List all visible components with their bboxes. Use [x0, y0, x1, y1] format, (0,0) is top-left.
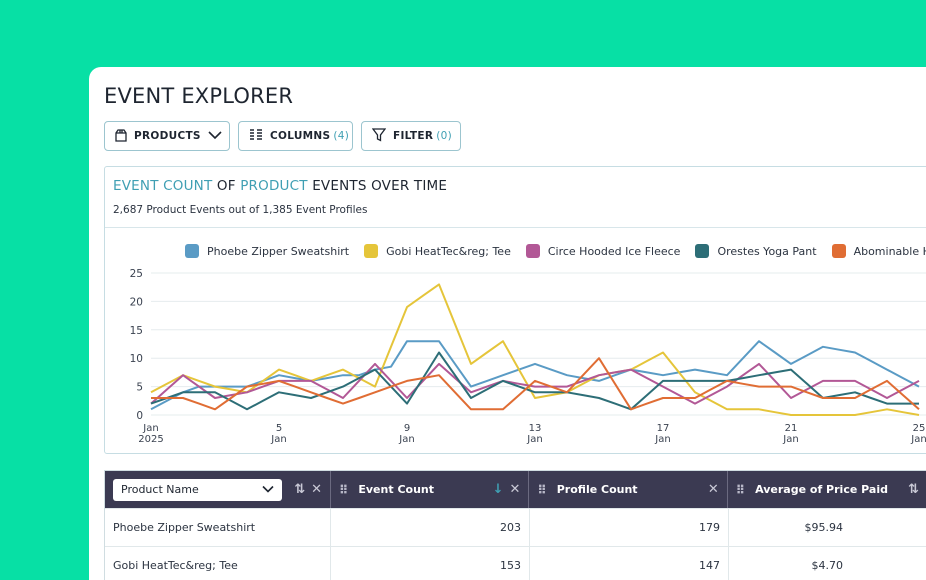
y-tick-label: 10: [130, 353, 143, 365]
chart-title-metric: EVENT COUNT: [113, 178, 213, 194]
event-explorer-panel: EVENT EXPLORER PRODUCTS COLUMNS (4) FILT…: [89, 67, 926, 580]
filter-label: FILTER: [393, 130, 434, 142]
column-avg-price: ⠿ Average of Price Paid ⇅ ✕: [728, 471, 926, 508]
x-tick-label: 13: [529, 423, 542, 434]
chart-card: EVENT COUNT OF PRODUCT EVENTS OVER TIME …: [104, 166, 926, 454]
event-count-header: Event Count: [358, 483, 434, 496]
y-tick-label: 20: [130, 296, 143, 308]
columns-count: (4): [333, 130, 350, 142]
columns-label: COLUMNS: [270, 130, 331, 142]
products-button[interactable]: PRODUCTS: [104, 121, 230, 151]
x-tick-label: Jan: [526, 434, 542, 445]
close-icon[interactable]: ✕: [707, 482, 719, 497]
profile-count-cell: 147: [530, 547, 729, 580]
x-tick-label: Jan: [142, 423, 158, 434]
chevron-down-icon: [262, 483, 274, 496]
close-icon[interactable]: ✕: [311, 482, 322, 497]
drag-handle-icon[interactable]: ⠿: [537, 482, 546, 497]
legend-item[interactable]: Orestes Yoga Pant: [695, 244, 817, 258]
avg-price-cell: $4.70: [811, 559, 844, 572]
y-tick-label: 15: [130, 325, 143, 337]
legend-swatch: [185, 244, 199, 258]
x-tick-label: Jan: [910, 434, 926, 445]
legend-label: Abominable Hoodie: [853, 244, 926, 258]
x-tick-label: 5: [276, 423, 282, 434]
page-title: EVENT EXPLORER: [104, 84, 294, 108]
sort-descending-icon[interactable]: ↓: [492, 482, 504, 497]
column-event-count: ⠿ Event Count ↓ ✕: [331, 471, 530, 508]
legend-item[interactable]: Phoebe Zipper Sweatshirt: [185, 244, 349, 258]
legend-label: Orestes Yoga Pant: [717, 244, 817, 258]
profile-count-header: Profile Count: [556, 483, 638, 496]
x-tick-label: 25: [913, 423, 926, 434]
legend-item[interactable]: Circe Hooded Ice Fleece: [525, 244, 681, 258]
line-chart: 2520151050Jan20255Jan9Jan13Jan17Jan21Jan…: [130, 268, 926, 445]
series-line: [150, 283, 920, 416]
product-name-cell: Phoebe Zipper Sweatshirt: [105, 509, 331, 546]
y-tick-label: 25: [130, 268, 143, 280]
x-tick-label: Jan: [782, 434, 798, 445]
close-icon[interactable]: ✕: [925, 482, 926, 497]
product-name-select-value: Product Name: [121, 483, 199, 496]
filter-count: (0): [436, 130, 453, 142]
column-product-name: Product Name ⇅ ✕: [105, 471, 331, 508]
x-tick-label: 2025: [138, 434, 163, 445]
chart-legend: Phoebe Zipper Sweatshirt Gobi HeatTec&reg…: [185, 244, 926, 258]
legend-swatch: [525, 244, 540, 258]
x-tick-label: Jan: [654, 434, 670, 445]
x-tick-label: Jan: [270, 434, 286, 445]
x-tick-label: 9: [404, 423, 410, 434]
legend-swatch: [695, 244, 710, 258]
chart-title-of: OF: [212, 178, 241, 194]
chart-card-header: EVENT COUNT OF PRODUCT EVENTS OVER TIME …: [105, 167, 926, 228]
x-tick-label: Jan: [398, 434, 414, 445]
table-row[interactable]: Phoebe Zipper Sweatshirt 203 179 $95.94: [105, 508, 926, 546]
chart-title: EVENT COUNT OF PRODUCT EVENTS OVER TIME: [113, 178, 926, 194]
sort-icon[interactable]: ⇅: [907, 482, 919, 497]
column-profile-count: ⠿ Profile Count ✕: [529, 471, 728, 508]
chevron-down-icon: [208, 130, 222, 143]
legend-item[interactable]: Abominable Hoodie: [831, 244, 926, 258]
box-icon: [115, 128, 127, 145]
table-row[interactable]: Gobi HeatTec&reg; Tee 153 147 $4.70: [105, 546, 926, 580]
products-label: PRODUCTS: [134, 130, 201, 142]
y-tick-label: 0: [136, 410, 143, 422]
columns-icon: [249, 128, 263, 144]
x-tick-label: 21: [785, 423, 798, 434]
series-line: [150, 340, 920, 411]
profile-count-cell: 179: [530, 509, 729, 546]
legend-item[interactable]: Gobi HeatTec&reg; Tee: [364, 244, 511, 258]
x-tick-label: 17: [657, 423, 670, 434]
legend-swatch: [831, 244, 846, 258]
drag-handle-icon[interactable]: ⠿: [735, 482, 745, 497]
filter-button[interactable]: FILTER (0): [361, 121, 461, 151]
y-tick-label: 5: [136, 382, 143, 394]
event-count-cell: 153: [331, 547, 530, 580]
legend-swatch: [364, 244, 379, 258]
product-name-cell: Gobi HeatTec&reg; Tee: [105, 547, 331, 580]
avg-price-cell: $95.94: [804, 521, 844, 534]
data-table: Product Name ⇅ ✕ ⠿ Event Count ↓ ✕ ⠿ Pro…: [104, 470, 926, 580]
chart-title-entity: PRODUCT: [240, 178, 308, 194]
drag-handle-icon[interactable]: ⠿: [339, 482, 348, 497]
chart-subtitle: 2,687 Product Events out of 1,385 Event …: [113, 204, 368, 216]
table-header: Product Name ⇅ ✕ ⠿ Event Count ↓ ✕ ⠿ Pro…: [105, 471, 926, 508]
avg-price-header: Average of Price Paid: [755, 483, 888, 496]
columns-button[interactable]: COLUMNS (4): [238, 121, 353, 151]
series-line: [151, 357, 920, 411]
sort-icon[interactable]: ⇅: [294, 482, 306, 497]
legend-label: Circe Hooded Ice Fleece: [547, 244, 681, 258]
chart-title-rest: EVENTS OVER TIME: [307, 178, 448, 194]
close-icon[interactable]: ✕: [509, 482, 521, 497]
series-line: [150, 351, 919, 411]
legend-label: Phoebe Zipper Sweatshirt: [207, 244, 350, 258]
funnel-icon: [371, 127, 387, 145]
product-name-select[interactable]: Product Name: [113, 478, 283, 501]
legend-label: Gobi HeatTec&reg; Tee: [386, 244, 511, 258]
event-count-cell: 203: [331, 509, 530, 546]
